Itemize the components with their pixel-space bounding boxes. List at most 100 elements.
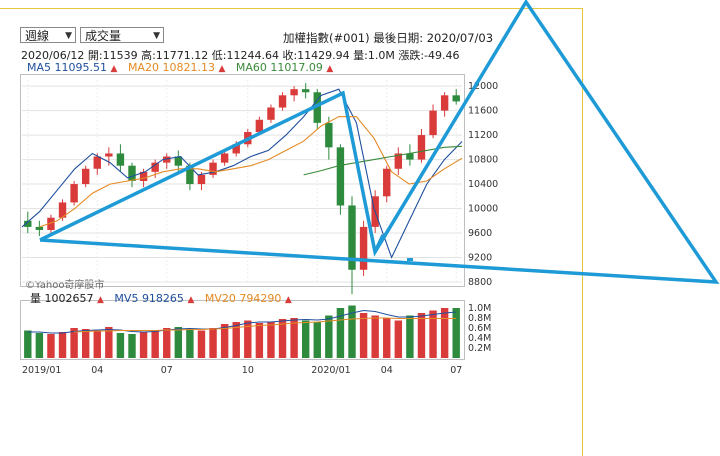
volume-tick-label: 0.6M xyxy=(468,323,491,334)
x-tick-label: 2019/01 xyxy=(22,365,61,376)
candle-body xyxy=(440,95,449,111)
x-tick-label: 07 xyxy=(450,365,462,376)
frame-top-border xyxy=(0,8,583,9)
ma5-value: 11095.51 xyxy=(54,61,108,74)
frame-right-border xyxy=(582,8,583,456)
volume-bar xyxy=(70,328,78,358)
volume-bar xyxy=(394,320,403,358)
up-arrow-icon: ▲ xyxy=(97,295,104,305)
price-tick-label: 11600 xyxy=(468,106,498,117)
price-tick-label: 12000 xyxy=(468,81,498,92)
candle-body xyxy=(128,165,136,181)
ma-line-ma5 xyxy=(21,88,463,259)
candle-body xyxy=(58,202,67,218)
candle-body xyxy=(325,122,333,148)
candle-body xyxy=(116,153,125,166)
chevron-down-icon: ▼ xyxy=(65,31,72,41)
volume-bar xyxy=(35,333,44,358)
candle-body xyxy=(220,153,229,163)
price-tick-label: 10800 xyxy=(468,155,498,166)
volume-bar xyxy=(301,320,310,358)
volume-bar xyxy=(24,330,32,358)
volume-bar xyxy=(209,328,217,358)
volume-bar xyxy=(151,330,159,358)
volume-bar xyxy=(267,322,275,358)
candle-body xyxy=(255,119,264,133)
ma60-label: MA60 xyxy=(235,61,267,74)
candle-body xyxy=(429,110,437,136)
indicator-select[interactable]: 成交量 ▼ xyxy=(80,27,164,43)
volume-bar xyxy=(139,332,148,358)
volume-bar xyxy=(197,330,206,358)
chevron-down-icon: ▼ xyxy=(153,31,160,41)
volume-bar xyxy=(336,308,345,358)
volume-tick-label: 0.4M xyxy=(468,333,491,344)
candle-body xyxy=(278,95,287,108)
volume-bar xyxy=(255,323,264,358)
volume-bar xyxy=(313,322,321,358)
volume-bar xyxy=(220,324,229,358)
ohlc-readout: 2020/06/12 開:11539 高:11771.12 低:11244.64… xyxy=(21,49,460,62)
x-tick-label: 07 xyxy=(161,365,173,376)
watermark: ©Yahoo奇摩股市 xyxy=(25,280,105,291)
price-tick-label: 10000 xyxy=(468,204,498,215)
volume-tick-label: 1.0M xyxy=(468,303,491,314)
volume-bar xyxy=(290,318,298,358)
candle-body xyxy=(174,156,183,166)
candle-body xyxy=(301,89,310,93)
indicator-select-value: 成交量 xyxy=(85,29,122,43)
candle-body xyxy=(336,147,345,206)
volume-bar xyxy=(383,318,391,358)
candle-body xyxy=(383,168,391,197)
volume-tick-label: 0.8M xyxy=(468,313,491,324)
up-arrow-icon: ▲ xyxy=(218,64,226,74)
volume-bar xyxy=(105,327,113,358)
candle-body xyxy=(35,226,44,230)
candle-body xyxy=(105,153,113,157)
volume-bar xyxy=(81,329,90,358)
up-arrow-icon: ▲ xyxy=(326,64,334,74)
ma5-label: MA5 xyxy=(27,61,52,74)
mv20-label: MV20 xyxy=(204,292,236,305)
up-arrow-icon: ▲ xyxy=(187,295,195,305)
volume-bar xyxy=(359,313,368,358)
candle-body xyxy=(267,107,275,120)
volume-bar xyxy=(93,330,101,358)
volume-bar xyxy=(128,334,136,358)
period-select[interactable]: 週線 ▼ xyxy=(20,27,76,43)
candle-body xyxy=(151,162,159,172)
price-tick-label: 8800 xyxy=(468,277,492,288)
candle-body xyxy=(406,153,414,160)
up-arrow-icon: ▲ xyxy=(110,64,118,74)
volume-bar xyxy=(116,333,125,358)
candle-body xyxy=(163,156,171,163)
candle-body xyxy=(186,165,194,185)
ma20-value: 10821.13 xyxy=(162,61,215,74)
volume-bar xyxy=(452,308,460,358)
volume-ma-line xyxy=(27,309,457,334)
up-arrow-icon: ▲ xyxy=(284,295,292,305)
mv5-label: MV5 xyxy=(114,292,139,305)
volume-bar xyxy=(429,310,437,358)
volume-ma-line xyxy=(74,317,457,333)
price-tick-label: 10400 xyxy=(468,179,498,190)
candle-body xyxy=(70,184,78,203)
volume-bar xyxy=(440,308,449,358)
candle-body xyxy=(290,89,298,96)
volume-bar xyxy=(348,305,356,358)
candle-body xyxy=(47,217,55,230)
x-tick-label: 10 xyxy=(242,365,254,376)
vol-label: 量 xyxy=(30,292,41,305)
volume-bar xyxy=(47,334,55,358)
drawn-bottom-tick xyxy=(373,234,385,253)
candle-body xyxy=(417,135,426,160)
volume-bar xyxy=(371,315,379,358)
candle-body xyxy=(24,220,32,227)
candle-body xyxy=(139,171,148,181)
price-tick-label: 11200 xyxy=(468,130,498,141)
ma-line-ma20 xyxy=(39,116,463,228)
volume-bar xyxy=(417,313,426,358)
volume-bar xyxy=(325,315,333,358)
candle-body xyxy=(394,153,403,169)
price-tick-label: 9600 xyxy=(468,228,492,239)
